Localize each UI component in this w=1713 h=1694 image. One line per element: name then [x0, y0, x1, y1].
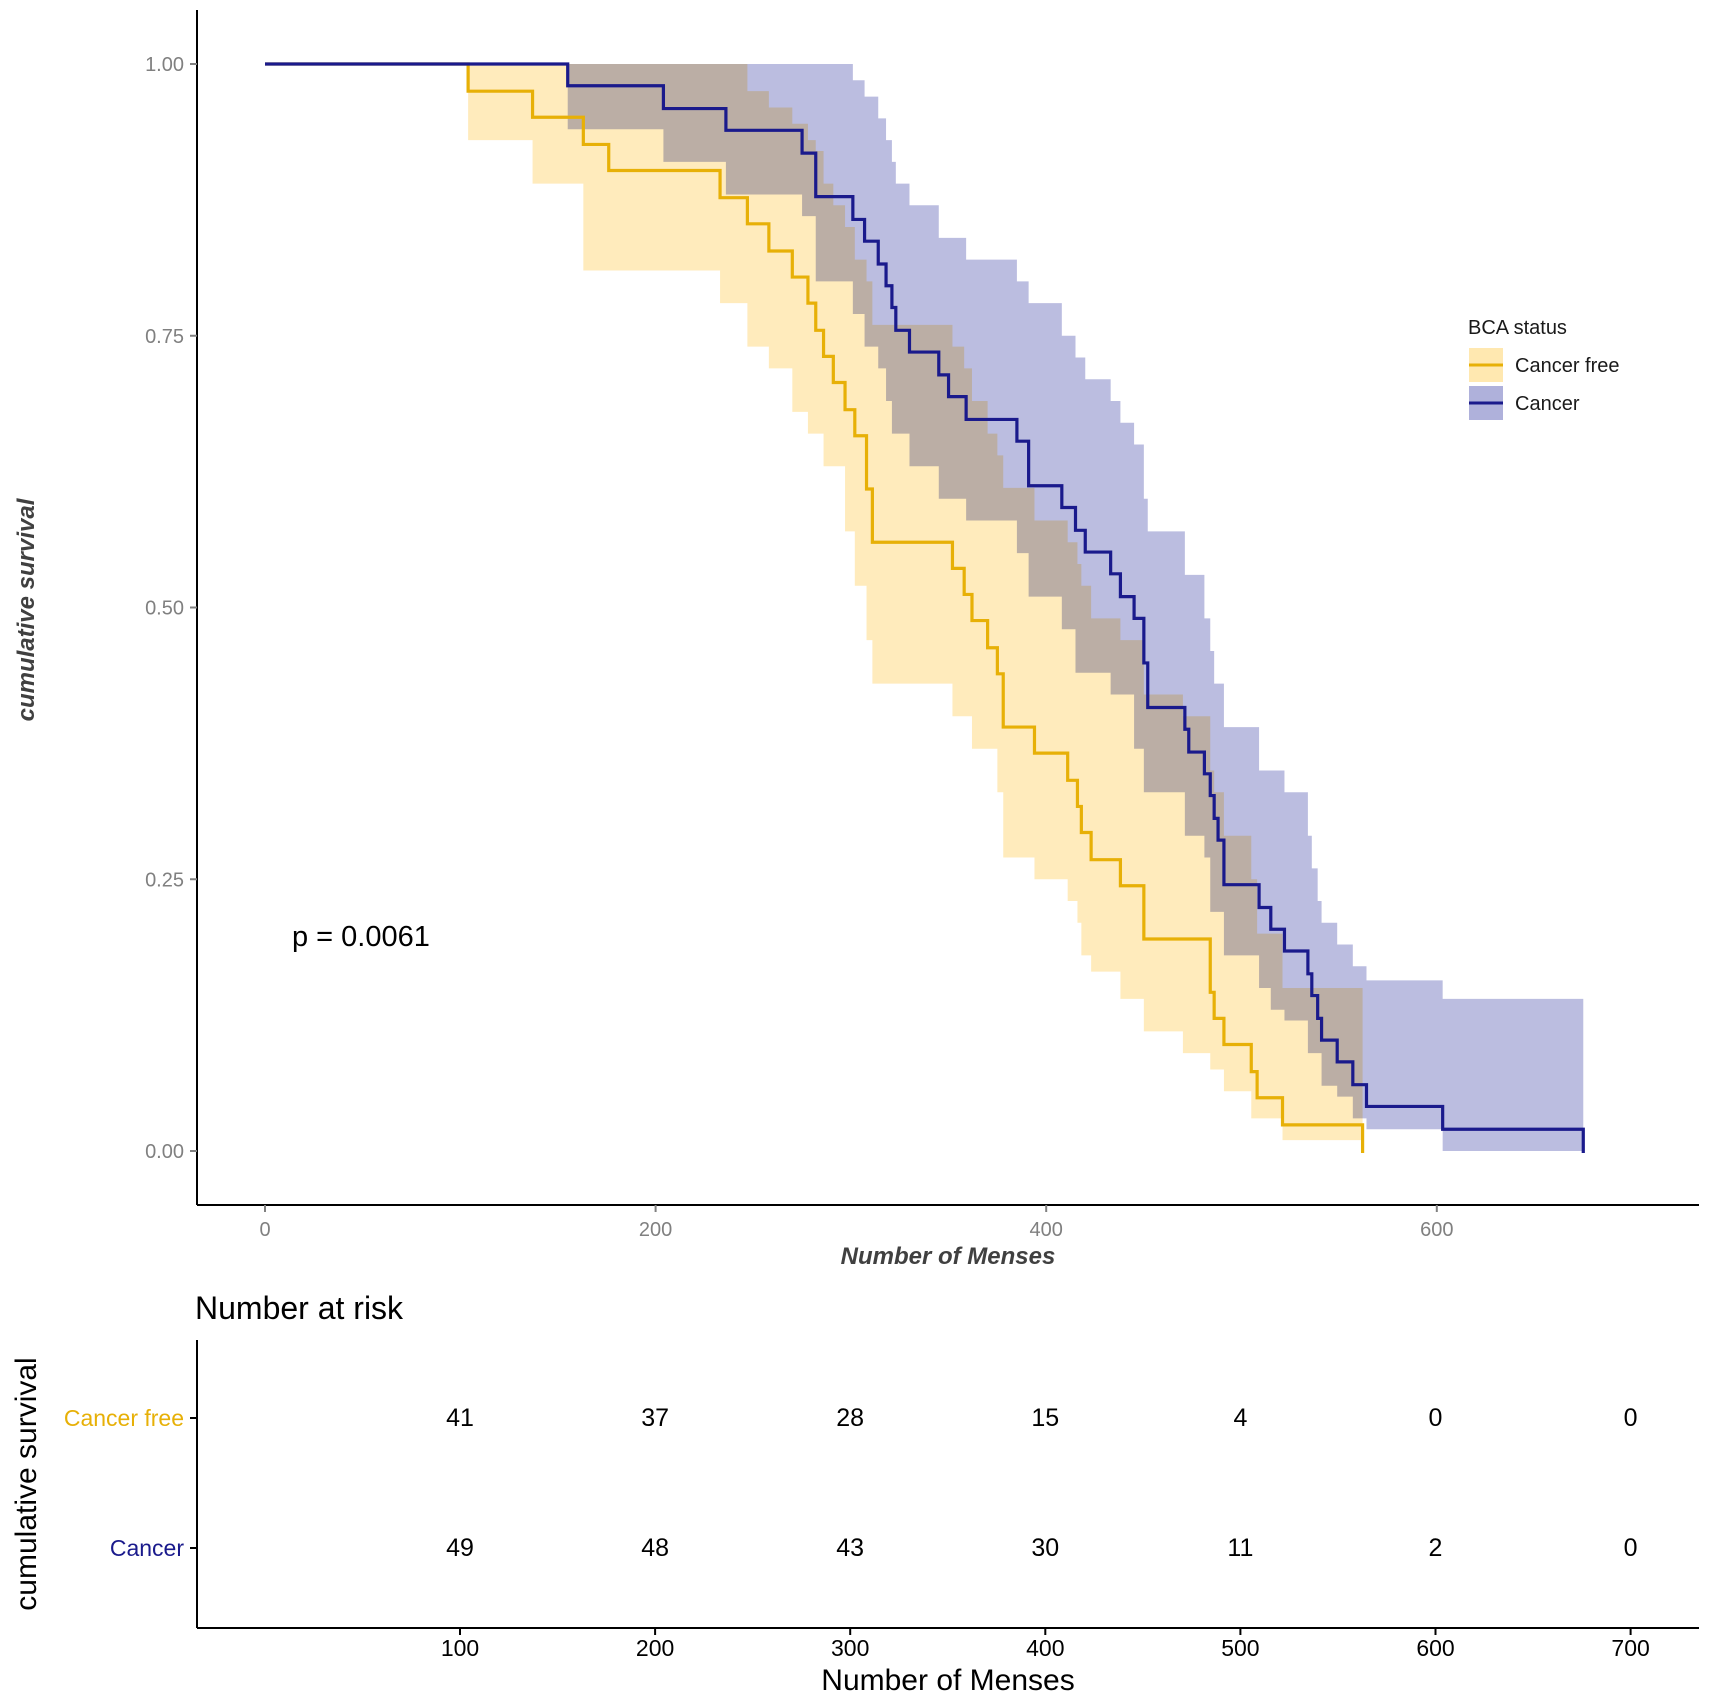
risk-count-cancer-free: 4 [1233, 1404, 1247, 1432]
risk-table-panel: Number at risk 41 37 28 15 4 0 049 48 43 30 11 2 0 1… [10, 1290, 1699, 1694]
risk-count-cancer: 0 [1624, 1534, 1638, 1562]
p-value-annotation: p = 0.0061 [292, 921, 430, 953]
survival-curves [265, 62, 1585, 1153]
risk-axis-ticks: 100 200 300 400 500 600 700 [441, 1628, 1650, 1661]
risk-count-cancer: 49 [446, 1534, 474, 1562]
risk-count-cancer: 11 [1227, 1534, 1253, 1562]
risk-count-cancer: 2 [1429, 1534, 1443, 1562]
survival-curve-cancer [265, 62, 1585, 1153]
risk-count-cancer-free: 15 [1031, 1404, 1059, 1432]
y-tick-label: 1.00 [145, 54, 184, 76]
risk-x-tick-label: 200 [636, 1635, 674, 1661]
legend-item-cancer: Cancer [1469, 386, 1580, 420]
legend-label-cancer: Cancer [1515, 393, 1580, 415]
risk-x-tick-label: 500 [1221, 1635, 1259, 1661]
risk-x-tick-label: 400 [1026, 1635, 1064, 1661]
legend-title: BCA status [1468, 317, 1567, 339]
risk-count-cancer: 48 [641, 1534, 669, 1562]
y-axis-title: cumulative survival [13, 497, 40, 721]
x-axis-title: Number of Menses [841, 1243, 1056, 1270]
risk-count-cancer-free: 37 [641, 1404, 669, 1432]
legend-label-cancer-free: Cancer free [1515, 355, 1620, 377]
risk-row-label-cancer-free: Cancer free [64, 1405, 184, 1431]
risk-table-title: Number at risk [195, 1290, 404, 1326]
x-tick-label: 200 [639, 1219, 672, 1241]
legend: BCA status Cancer free Cancer [1468, 317, 1620, 420]
risk-count-cancer: 43 [836, 1534, 864, 1562]
risk-count-cancer-free: 28 [836, 1404, 864, 1432]
risk-row-labels: Cancer free Cancer [64, 1405, 185, 1561]
x-tick-label: 600 [1420, 1219, 1453, 1241]
survival-plot-panel: 0 200 400 600 0.00 0.25 0.50 0.75 1.00 Number of… [13, 10, 1699, 1270]
y-tick-label: 0.00 [145, 1141, 184, 1163]
risk-count-cancer-free: 41 [446, 1404, 474, 1432]
y-tick-label: 0.25 [145, 869, 184, 891]
risk-row-label-cancer: Cancer [110, 1535, 184, 1561]
confidence-band-cancer [265, 64, 1584, 1151]
risk-count-cancer: 30 [1031, 1534, 1059, 1562]
axis-ticks: 0 200 400 600 0.00 0.25 0.50 0.75 1.00 [145, 54, 1453, 1241]
risk-y-axis-title: cumulative survival [10, 1357, 43, 1610]
risk-x-tick-label: 300 [831, 1635, 869, 1661]
risk-x-tick-label: 600 [1416, 1635, 1454, 1661]
confidence-bands [265, 64, 1584, 1151]
risk-count-cancer-free: 0 [1429, 1404, 1443, 1432]
x-tick-label: 400 [1030, 1219, 1063, 1241]
legend-item-cancer-free: Cancer free [1469, 348, 1620, 382]
survival-curve-cancer-free [265, 62, 1365, 1153]
confidence-band-cancer-free [265, 64, 1363, 1141]
risk-table-cells: 41 37 28 15 4 0 0 49 48 43 30 11 2 0 [190, 1404, 1638, 1562]
y-tick-label: 0.75 [145, 326, 184, 348]
risk-x-axis-title: Number of Menses [821, 1664, 1074, 1694]
x-tick-label: 0 [259, 1219, 270, 1241]
risk-x-tick-label: 700 [1611, 1635, 1649, 1661]
risk-count-cancer-free: 0 [1624, 1404, 1638, 1432]
y-tick-label: 0.50 [145, 598, 184, 620]
risk-x-tick-label: 100 [441, 1635, 479, 1661]
